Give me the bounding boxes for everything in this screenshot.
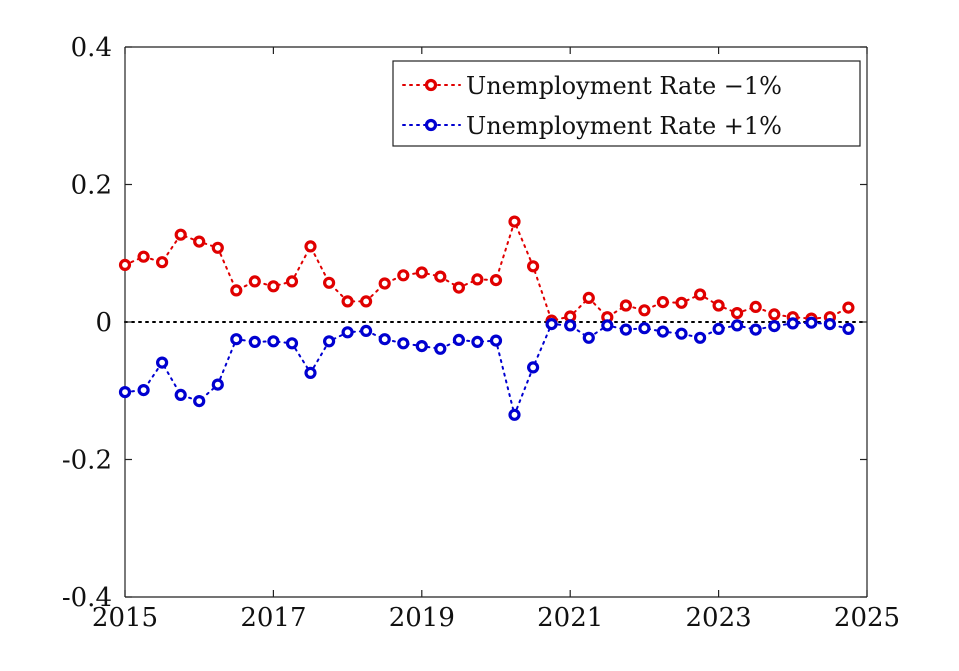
- data-point: [118, 386, 132, 399]
- data-point: [675, 296, 688, 309]
- data-point: [675, 327, 688, 340]
- data-point: [193, 395, 206, 408]
- x-tick-label: 2025: [834, 603, 900, 633]
- data-point: [712, 322, 725, 335]
- data-point: [452, 333, 465, 346]
- data-point: [842, 322, 855, 335]
- data-point: [174, 388, 187, 401]
- data-point: [545, 318, 558, 331]
- data-point: [156, 256, 169, 269]
- data-point: [768, 308, 781, 321]
- x-tick-label: 2023: [686, 603, 752, 633]
- data-point: [415, 340, 428, 353]
- y-tick-label: -0.2: [62, 446, 112, 476]
- data-point: [174, 228, 187, 241]
- data-point: [211, 378, 224, 391]
- data-point: [230, 284, 243, 297]
- data-point: [619, 299, 633, 312]
- data-point: [285, 275, 299, 288]
- data-point: [341, 326, 354, 339]
- data-point: [582, 331, 595, 344]
- data-point: [304, 366, 317, 379]
- data-point: [248, 335, 261, 348]
- y-tick-label: 0: [95, 308, 112, 338]
- data-point: [434, 270, 447, 283]
- data-point: [193, 235, 206, 248]
- legend-marker-series-2: [424, 118, 438, 132]
- series-1: [118, 215, 855, 327]
- data-point: [508, 408, 521, 421]
- data-point: [211, 241, 224, 254]
- data-point: [582, 291, 595, 304]
- x-tick-label: 2017: [240, 603, 306, 633]
- data-point: [601, 319, 614, 332]
- legend: Unemployment Rate −1% Unemployment Rate …: [392, 60, 861, 147]
- data-point: [656, 325, 670, 338]
- data-point: [434, 342, 447, 355]
- data-point: [638, 322, 651, 335]
- data-point: [842, 301, 855, 314]
- data-point: [526, 260, 540, 273]
- data-point: [118, 258, 132, 271]
- x-tick-label: 2021: [537, 603, 603, 633]
- legend-label-series-2: Unemployment Rate +1%: [466, 112, 782, 140]
- data-point: [564, 319, 577, 332]
- data-point: [452, 281, 465, 294]
- data-point: [693, 288, 707, 301]
- data-point: [248, 275, 261, 288]
- series-line: [124, 321, 850, 419]
- data-point: [619, 323, 633, 336]
- data-point: [360, 324, 373, 337]
- data-point: [656, 296, 670, 309]
- data-point: [323, 335, 336, 348]
- data-point: [137, 384, 150, 397]
- data-point: [304, 240, 317, 253]
- data-point: [508, 215, 521, 228]
- axis-ticks: 2015 2017 2019 2021 2023 2025 -0.4 -0.2 0 0.2 0.4: [62, 33, 900, 633]
- x-tick-label: 2015: [92, 603, 158, 633]
- data-point: [267, 280, 280, 293]
- data-point: [823, 318, 837, 331]
- legend-box: [392, 60, 861, 147]
- data-point: [471, 273, 484, 286]
- data-point: [137, 250, 150, 263]
- data-point: [378, 333, 391, 346]
- data-point: [730, 319, 744, 332]
- legend-marker-series-1: [424, 78, 438, 92]
- data-point: [285, 337, 299, 350]
- data-point: [267, 335, 280, 348]
- data-point: [749, 323, 762, 336]
- legend-label-series-1: Unemployment Rate −1%: [466, 72, 782, 100]
- series-2: [118, 316, 855, 421]
- y-tick-label: 0.4: [71, 33, 112, 63]
- data-point: [341, 295, 354, 308]
- data-point: [415, 266, 428, 279]
- data-point: [730, 307, 744, 320]
- y-tick-label: 0.2: [71, 171, 112, 201]
- data-point: [230, 333, 243, 346]
- data-point: [693, 331, 707, 344]
- data-point: [378, 277, 391, 290]
- data-point: [489, 274, 503, 287]
- series-layer: [118, 215, 855, 421]
- data-point: [786, 317, 799, 330]
- data-point: [489, 334, 503, 347]
- data-point: [397, 337, 410, 350]
- data-point: [749, 300, 762, 313]
- data-point: [768, 320, 781, 333]
- data-point: [397, 269, 410, 282]
- x-tick-label: 2019: [389, 603, 455, 633]
- data-point: [156, 356, 169, 369]
- data-point: [471, 335, 484, 348]
- data-point: [712, 299, 725, 312]
- data-point: [638, 304, 651, 317]
- data-point: [805, 316, 818, 329]
- data-point: [323, 276, 336, 289]
- data-point: [526, 361, 540, 374]
- y-tick-label: -0.4: [62, 583, 112, 613]
- series-line: [124, 218, 850, 322]
- data-point: [360, 295, 373, 308]
